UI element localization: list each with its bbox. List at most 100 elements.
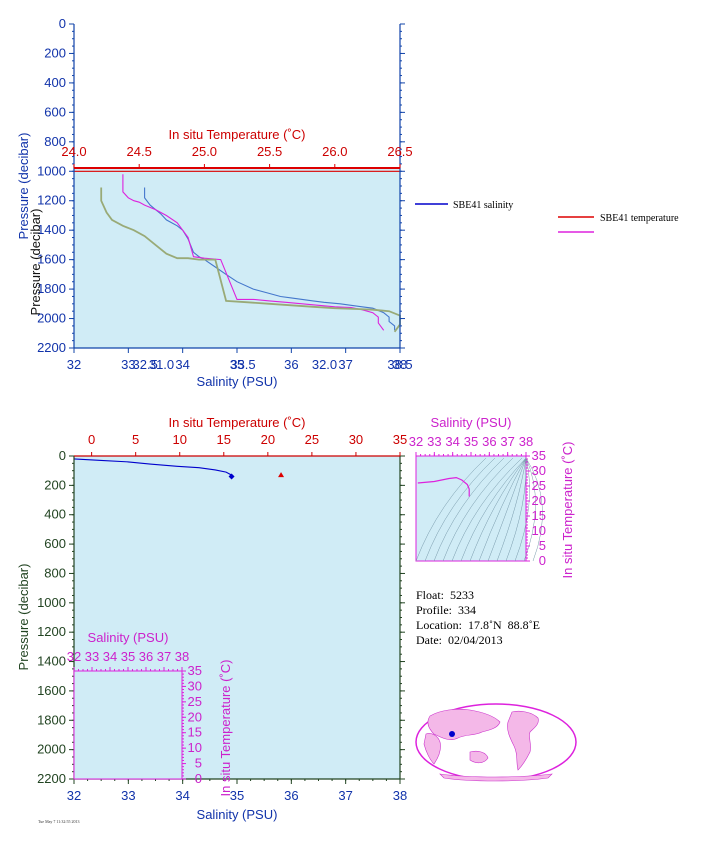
ts-salinity-tick-label: 33 bbox=[85, 649, 99, 664]
world-map bbox=[415, 703, 577, 782]
bottom-salinity-tick-label: 38 bbox=[393, 788, 407, 803]
ts-density-contour bbox=[415, 457, 487, 562]
bottom-salinity-tick-label: 37 bbox=[338, 788, 352, 803]
bottom-salinity-tick-label: 35 bbox=[230, 788, 244, 803]
ts-salinity-tick-label: 34 bbox=[103, 649, 117, 664]
top-pressure-tick-label: 800 bbox=[44, 134, 66, 149]
top-salinity-overlay-tick-label: 32.5 bbox=[133, 357, 158, 372]
ts-lower-salinity-axis-label: Salinity (PSU) bbox=[88, 630, 169, 645]
ts-salinity-tick-label: 36 bbox=[482, 434, 496, 449]
map-landmass-africa bbox=[423, 733, 441, 765]
ts-density-contour bbox=[424, 457, 496, 562]
top-series-line bbox=[144, 187, 396, 331]
bottom-pressure-tick-label: 2000 bbox=[37, 742, 66, 757]
ts-salinity-tick-label: 37 bbox=[157, 649, 171, 664]
map-landmass-americas bbox=[507, 710, 539, 771]
top-pressure-tick-label: 400 bbox=[44, 75, 66, 90]
ts-temperature-tick-label: 20 bbox=[188, 709, 202, 724]
top-pressure-tick-label: 1600 bbox=[37, 252, 66, 267]
ts-temperature-tick-label: 35 bbox=[532, 448, 546, 463]
top-plot-area bbox=[74, 168, 400, 348]
legend: SBE41 salinity SBE41 temperature bbox=[415, 200, 679, 233]
bottom-pressure-tick-label: 1400 bbox=[37, 654, 66, 669]
date: Date: 02/04/2013 bbox=[416, 633, 503, 647]
bottom-temperature-axis-label: In situ Temperature (˚C) bbox=[168, 415, 305, 430]
bottom-pressure-axis-label: Pressure (decibar) bbox=[16, 564, 31, 671]
float-location-marker bbox=[449, 731, 455, 737]
bottom-profile-chart: 0200400600800100012001400160018002000220… bbox=[16, 415, 407, 822]
bottom-pressure-tick-label: 200 bbox=[44, 477, 66, 492]
bottom-salinity-tick-label: 32 bbox=[67, 788, 81, 803]
ts-density-contour bbox=[478, 457, 527, 562]
bottom-pressure-tick-label: 1800 bbox=[37, 712, 66, 727]
ts-temperature-tick-label: 30 bbox=[532, 463, 546, 478]
top-pressure-tick-label: 2200 bbox=[37, 340, 66, 355]
map-landmass-eurasia bbox=[427, 708, 501, 740]
bottom-salinity-tick-label: 34 bbox=[175, 788, 189, 803]
top-salinity-tick-label: 38 bbox=[393, 357, 407, 372]
bottom-pressure-tick-label: 800 bbox=[44, 565, 66, 580]
ts-temperature-tick-label: 5 bbox=[195, 756, 202, 771]
map-landmass-australia bbox=[469, 750, 489, 764]
ts-salinity-tick-label: 33 bbox=[427, 434, 441, 449]
bottom-salinity-end-marker bbox=[228, 473, 235, 480]
top-temperature-tick-label: 24.0 bbox=[61, 144, 86, 159]
top-pressure-tick-label: 200 bbox=[44, 45, 66, 60]
bottom-pressure-tick-label: 1200 bbox=[37, 624, 66, 639]
ts-temperature-tick-label: 35 bbox=[188, 663, 202, 678]
top-temperature-tick-label: 24.5 bbox=[127, 144, 152, 159]
ts-salinity-tick-label: 38 bbox=[519, 434, 533, 449]
top-pressure-axis-label-overlay: Pressure (decibar) bbox=[28, 209, 43, 316]
top-temperature-axis-label: In situ Temperature (˚C) bbox=[168, 127, 305, 142]
ts-density-contour bbox=[487, 457, 527, 562]
top-salinity-tick-label: 33 bbox=[121, 357, 135, 372]
top-pressure-axis-label: Pressure (decibar) bbox=[16, 133, 31, 240]
float-id: Float: 5233 bbox=[416, 588, 475, 602]
top-pressure-tick-label: 0 bbox=[59, 16, 66, 31]
top-salinity-tick-label: 36 bbox=[284, 357, 298, 372]
top-salinity-tick-label: 37 bbox=[338, 357, 352, 372]
top-salinity-tick-label: 32 bbox=[67, 357, 81, 372]
top-temperature-tick-label: 25.5 bbox=[257, 144, 282, 159]
ts-temperature-tick-label: 25 bbox=[532, 478, 546, 493]
ts-lower-temperature-axis-label: In situ Temperature (˚C) bbox=[218, 659, 233, 796]
ts-density-contour bbox=[525, 457, 543, 562]
ts-salinity-tick-label: 32 bbox=[67, 649, 81, 664]
ts-temperature-tick-label: 20 bbox=[532, 493, 546, 508]
top-salinity-overlay-tick-label: 31.0 bbox=[149, 357, 174, 372]
bottom-salinity-line bbox=[73, 458, 233, 477]
top-salinity-overlay-tick-label: 33.5 bbox=[230, 357, 255, 372]
legend-temperature-label: SBE41 temperature bbox=[600, 213, 679, 224]
bottom-temperature-tick-label: 10 bbox=[172, 432, 186, 447]
bottom-pressure-tick-label: 2200 bbox=[37, 771, 66, 786]
ts-temperature-tick-label: 10 bbox=[188, 740, 202, 755]
ts-density-contour bbox=[442, 457, 514, 562]
ts-density-contour bbox=[523, 457, 536, 562]
ts-temperature-tick-label: 25 bbox=[188, 694, 202, 709]
top-pressure-tick-label: 1000 bbox=[37, 163, 66, 178]
ts-density-contour bbox=[460, 457, 527, 562]
top-salinity-tick-label: 35 bbox=[230, 357, 244, 372]
profile-number: Profile: 334 bbox=[416, 603, 476, 617]
ts-lower-plot-area bbox=[73, 670, 183, 780]
top-pressure-tick-label: 1400 bbox=[37, 222, 66, 237]
ts-temperature-tick-label: 0 bbox=[539, 553, 546, 568]
ts-density-contour bbox=[451, 457, 523, 562]
bottom-salinity-tick-label: 36 bbox=[284, 788, 298, 803]
location: Location: 17.8˚N 88.8˚E bbox=[416, 618, 540, 632]
ts-temperature-tick-label: 0 bbox=[195, 771, 202, 786]
top-temperature-tick-label: 25.0 bbox=[192, 144, 217, 159]
bottom-pressure-tick-label: 400 bbox=[44, 507, 66, 522]
top-salinity-overlay-tick-label: 32.0 bbox=[312, 357, 337, 372]
ts-salinity-tick-label: 35 bbox=[121, 649, 135, 664]
ts-temperature-tick-label: 30 bbox=[188, 678, 202, 693]
top-pressure-tick-label: 2000 bbox=[37, 311, 66, 326]
ts-temperature-axis-label: In situ Temperature (˚C) bbox=[560, 441, 575, 578]
footer-timestamp: Tue May 7 11:32:55 2013 bbox=[38, 819, 79, 824]
top-series-line bbox=[100, 187, 401, 333]
top-pressure-tick-label: 1800 bbox=[37, 281, 66, 296]
top-salinity-overlay-tick-label: 38.5 bbox=[387, 357, 412, 372]
